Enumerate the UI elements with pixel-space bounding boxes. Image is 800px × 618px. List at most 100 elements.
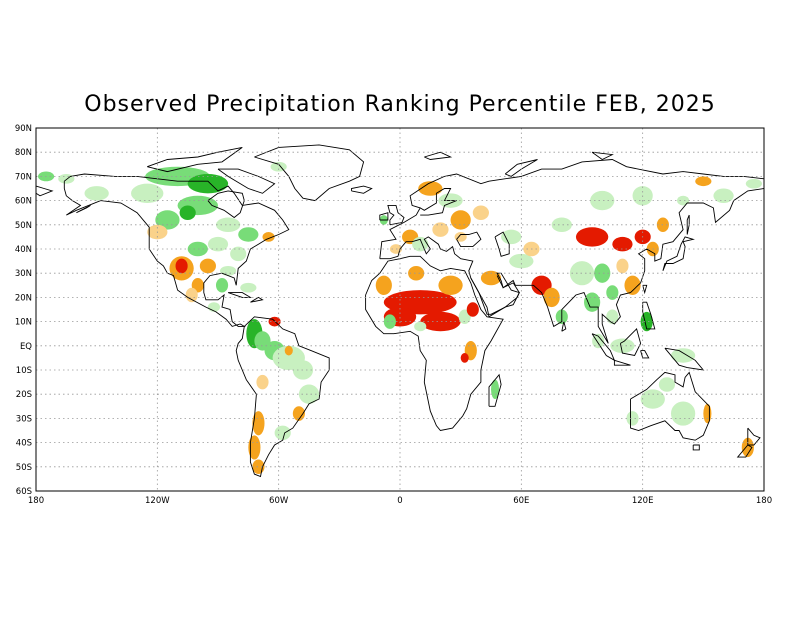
lat-label: 20N <box>15 293 32 303</box>
coastline <box>640 350 650 359</box>
lat-label: 30S <box>16 414 32 424</box>
lat-label: 70N <box>15 172 32 182</box>
precip-patch-dry <box>375 275 392 295</box>
precip-patch-light-dry <box>454 232 467 242</box>
precip-patch-dry <box>624 275 641 295</box>
precip-patch-light-dry <box>472 205 489 220</box>
precip-patch-light-dry <box>432 222 449 237</box>
precip-patch-wet <box>238 227 259 242</box>
coastline <box>35 185 54 197</box>
coastline <box>642 284 648 295</box>
coastline <box>736 444 753 458</box>
coastline <box>419 188 457 216</box>
lat-label: 60N <box>15 197 32 207</box>
precip-patch-light-dry <box>256 374 269 390</box>
lon-label: 60W <box>269 496 289 506</box>
precip-patch-dry <box>199 258 216 274</box>
lat-label: 40S <box>16 439 32 449</box>
precip-patch-light-wet <box>220 265 237 276</box>
precip-patch-light-wet <box>713 188 734 204</box>
precip-patch-wet <box>383 314 396 329</box>
precip-patch-light-wet <box>501 229 522 245</box>
coastline <box>747 427 761 446</box>
precip-patch-light-wet <box>274 425 291 441</box>
coastline <box>630 371 710 441</box>
precip-patch-very-dry <box>420 311 461 332</box>
coastline <box>351 185 373 194</box>
precip-patch-light-wet <box>670 348 696 363</box>
coastline <box>619 328 642 357</box>
coastline <box>504 159 538 177</box>
precip-patch-dry <box>252 411 265 436</box>
precip-patch-dry <box>292 406 305 421</box>
coastline <box>250 296 264 303</box>
lat-label: 50S <box>16 463 32 473</box>
precip-patch-wet <box>215 278 229 293</box>
precip-patch-light-wet <box>745 178 762 189</box>
precip-patch-very-dry <box>460 353 469 363</box>
coastline <box>254 144 365 202</box>
lat-axis-labels: 90N 80N 70N 60N 50N 40N 30N 20N 10N EQ 10S 20S 30S 40… <box>15 124 32 497</box>
precip-patch-light-wet <box>414 321 427 332</box>
precip-patch-wet <box>594 263 611 283</box>
lat-label: 80N <box>15 148 32 158</box>
precip-patch-wet <box>606 285 619 300</box>
coastline <box>662 236 695 271</box>
lat-label: 50N <box>15 221 32 231</box>
precip-patch-very-wet <box>187 173 229 194</box>
coastline <box>456 231 482 248</box>
coastline <box>217 168 276 194</box>
coastline <box>379 159 765 344</box>
precip-patch-light-wet <box>509 253 534 269</box>
precip-patch-light-wet <box>240 282 257 293</box>
lon-label: 120W <box>145 496 170 506</box>
precip-patch-wet <box>491 379 500 400</box>
coastline <box>424 151 453 160</box>
precip-patch-light-wet <box>670 401 696 426</box>
coastline <box>147 146 243 173</box>
precip-patch-light-wet <box>677 195 690 206</box>
precip-patch-dry <box>480 270 502 286</box>
lat-label: 90N <box>15 124 32 134</box>
lat-label: 20S <box>16 390 32 400</box>
map-frame <box>35 127 765 492</box>
precip-patch-light-dry <box>616 258 629 274</box>
precip-patch-dry <box>418 181 443 196</box>
lon-label: 0 <box>397 496 402 506</box>
coastline <box>470 275 520 315</box>
coastline <box>613 359 631 366</box>
precip-patch-light-wet <box>84 186 109 201</box>
precip-patch-very-wet <box>179 205 196 220</box>
coastline <box>494 231 510 257</box>
precip-patch-light-wet <box>640 389 665 409</box>
lat-label: 40N <box>15 245 32 255</box>
precip-patch-wet <box>187 241 208 257</box>
coastline <box>379 212 389 221</box>
lat-label: 10S <box>16 366 32 376</box>
precip-patch-light-wet <box>58 173 75 184</box>
coastline <box>561 321 567 332</box>
precip-patch-light-wet <box>270 161 287 172</box>
precip-patch-light-wet <box>658 377 676 392</box>
coastline <box>591 333 616 362</box>
precip-patch-light-wet <box>298 384 320 404</box>
lat-lon-grid <box>36 128 764 491</box>
lon-label: 180 <box>28 496 44 506</box>
precip-patch-light-wet <box>590 190 615 211</box>
precip-patch-dry <box>543 287 560 308</box>
precip-patch-dry <box>408 265 425 281</box>
precip-patch-light-wet <box>626 411 639 426</box>
precip-patch-light-wet <box>230 246 247 262</box>
precip-patch-light-wet <box>215 217 241 233</box>
coastline <box>63 173 290 327</box>
precip-patch-light-wet <box>592 333 605 349</box>
lon-axis-labels: 180 120W 60W 0 60E 120E 180 <box>28 496 772 506</box>
lat-label: 10N <box>15 318 32 328</box>
precip-patch-dry <box>284 345 293 356</box>
precip-patch-dry <box>262 232 275 242</box>
precip-patch-dry <box>248 435 261 460</box>
lon-label: 60E <box>513 496 529 506</box>
map-title: Observed Precipitation Ranking Percentil… <box>84 92 716 117</box>
coastline <box>692 444 700 451</box>
